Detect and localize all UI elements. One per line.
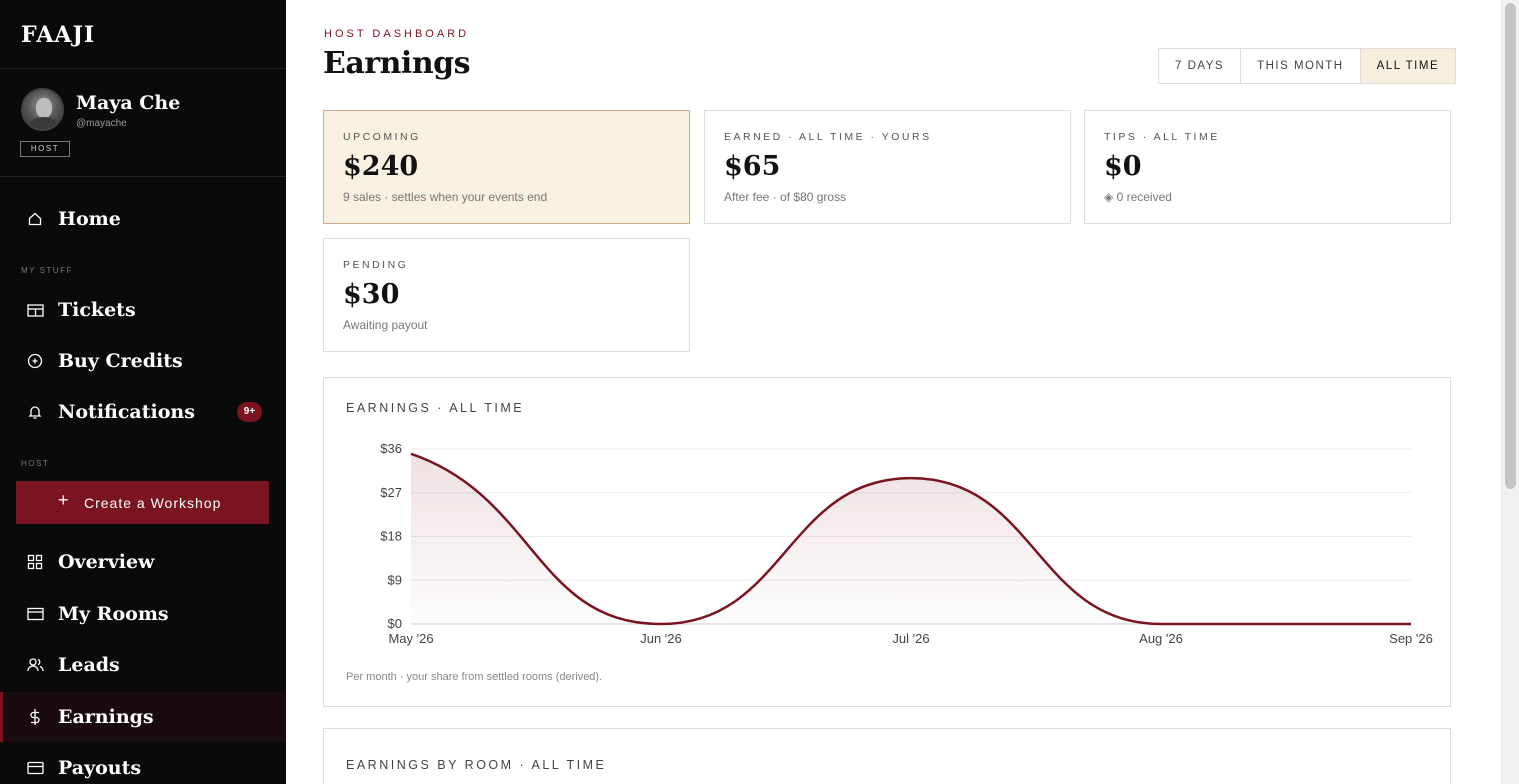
tips-card: TIPS · ALL TIME $0 ◈ 0 received [1084, 110, 1451, 224]
home-icon [26, 210, 44, 228]
x-tick-label: Jul '26 [892, 631, 929, 646]
card-subtext: Awaiting payout [343, 318, 428, 332]
sidebar-item-label: Earnings [58, 706, 154, 728]
sidebar-item-label: Payouts [58, 757, 142, 779]
sidebar-item-label: Tickets [58, 299, 136, 321]
card-label: PENDING [343, 259, 409, 271]
bell-icon [26, 403, 44, 421]
card-subtext: 9 sales · settles when your events end [343, 190, 548, 204]
window-icon [26, 605, 44, 623]
card-icon [26, 759, 44, 777]
card-label: UPCOMING [343, 131, 421, 143]
create-workshop-label: Create a Workshop [84, 495, 222, 511]
y-tick-label: $0 [388, 616, 402, 631]
sidebar-item-notifications[interactable]: Notifications 9+ [0, 389, 286, 435]
page-title: Earnings [323, 46, 471, 81]
y-tick-label: $27 [380, 485, 402, 500]
sidebar-item-payouts[interactable]: Payouts [0, 745, 286, 784]
earned-card: EARNED · ALL TIME · YOURS $65 After fee … [704, 110, 1071, 224]
chart-series-line [410, 452, 1411, 626]
sidebar-item-overview[interactable]: Overview [0, 539, 286, 585]
range-tabs: 7 DAYS THIS MONTH ALL TIME [1158, 48, 1457, 84]
x-tick-label: Sep '26 [1389, 631, 1433, 646]
users-icon [26, 656, 44, 674]
sidebar-item-buy-credits[interactable]: Buy Credits [0, 338, 286, 384]
ticket-icon [26, 301, 44, 319]
section-label: HOST [21, 459, 50, 468]
earnings-chart-panel: EARNINGS · ALL TIME $0 $9 $18 $27 $36 May '2… [323, 377, 1451, 707]
sidebar-item-label: Overview [58, 551, 155, 573]
upcoming-card: UPCOMING $240 9 sales · settles when you… [323, 110, 690, 224]
y-tick-label: $36 [380, 441, 402, 456]
card-value: $30 [343, 279, 400, 310]
brand-logo[interactable]: FAAJI [21, 22, 96, 48]
sidebar-item-label: Notifications [58, 401, 195, 423]
notification-count-badge: 9+ [237, 402, 262, 422]
x-tick-label: May '26 [388, 631, 433, 646]
tab-this-month[interactable]: THIS MONTH [1241, 49, 1361, 83]
earnings-line-chart: $0 $9 $18 $27 $36 May '26 Jun '26 Jul '26 Aug '… [380, 441, 1433, 646]
card-value: $65 [724, 151, 781, 182]
sidebar-item-tickets[interactable]: Tickets [0, 287, 286, 333]
grid-icon [26, 553, 44, 571]
x-tick-label: Jun '26 [640, 631, 682, 646]
role-badge: HOST [20, 141, 70, 157]
chart-footnote: Per month · your share from settled room… [346, 671, 603, 683]
sidebar-divider [0, 176, 286, 177]
create-workshop-button[interactable]: + Create a Workshop [16, 481, 269, 524]
sidebar: FAAJI Maya Che @mayache HOST Home MY STU… [0, 0, 286, 784]
card-value: $0 [1104, 151, 1142, 182]
earnings-by-room-panel: EARNINGS BY ROOM · ALL TIME [323, 728, 1451, 784]
dollar-icon [26, 708, 44, 726]
sidebar-item-label: Buy Credits [58, 350, 183, 372]
user-handle: @mayache [76, 118, 127, 129]
y-tick-label: $18 [380, 529, 402, 544]
sidebar-item-label: Leads [58, 654, 120, 676]
card-label: TIPS · ALL TIME [1104, 131, 1220, 143]
tab-7-days[interactable]: 7 DAYS [1159, 49, 1242, 83]
page-eyebrow: HOST DASHBOARD [324, 28, 470, 40]
card-subtext: After fee · of $80 gross [724, 190, 847, 204]
card-subtext: ◈ 0 received [1104, 190, 1172, 204]
plus-icon: + [58, 490, 69, 510]
plus-circle-icon [26, 352, 44, 370]
user-name: Maya Che [76, 92, 181, 114]
sidebar-item-leads[interactable]: Leads [0, 642, 286, 688]
sidebar-item-my-rooms[interactable]: My Rooms [0, 591, 286, 637]
sidebar-item-home[interactable]: Home [0, 196, 286, 242]
y-tick-label: $9 [388, 572, 402, 587]
sidebar-divider [0, 68, 286, 69]
chart-area-fill [411, 453, 1411, 624]
tab-all-time[interactable]: ALL TIME [1360, 49, 1456, 83]
by-room-title: EARNINGS BY ROOM · ALL TIME [346, 758, 607, 772]
card-value: $240 [343, 151, 419, 182]
pending-card: PENDING $30 Awaiting payout [323, 238, 690, 352]
scrollbar-thumb[interactable] [1505, 3, 1516, 489]
card-label: EARNED · ALL TIME · YOURS [724, 131, 932, 143]
sidebar-item-earnings[interactable]: Earnings [0, 692, 286, 742]
sidebar-item-label: Home [58, 208, 121, 230]
chart-title: EARNINGS · ALL TIME [346, 401, 525, 415]
sidebar-item-label: My Rooms [58, 603, 169, 625]
avatar[interactable] [21, 88, 64, 131]
section-label: MY STUFF [21, 266, 73, 275]
x-tick-label: Aug '26 [1139, 631, 1183, 646]
